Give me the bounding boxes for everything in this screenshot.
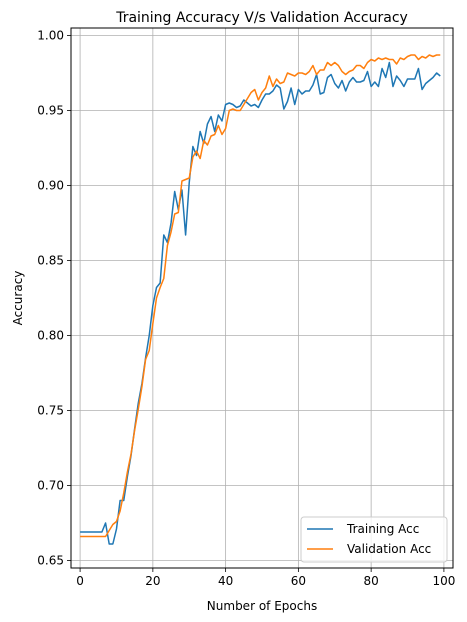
y-tick-label: 0.90 [37, 179, 64, 193]
x-tick-label: 100 [432, 574, 455, 588]
y-tick-label: 0.85 [37, 254, 64, 268]
x-axis-label: Number of Epochs [207, 599, 317, 613]
x-tick-label: 20 [145, 574, 160, 588]
series-layer [80, 54, 441, 545]
legend-box [300, 516, 448, 563]
grid-layer [71, 28, 453, 568]
y-tick-label: 0.75 [37, 404, 64, 418]
legend: Training Acc Validation Acc [300, 516, 448, 563]
x-tick-label: 0 [76, 574, 84, 588]
x-tick-label: 80 [364, 574, 379, 588]
y-tick-label: 0.80 [37, 329, 64, 343]
legend-label-validation: Validation Acc [347, 542, 431, 556]
y-tick-label: 0.65 [37, 554, 64, 568]
y-tick-label: 1.00 [37, 29, 64, 43]
legend-label-training: Training Acc [346, 522, 419, 536]
tick-layer: 0 20 40 60 80 100 0.65 0.70 0.75 0.80 0.85 0.90 0.95… [37, 29, 455, 589]
validation-acc-line [80, 54, 441, 538]
plot-frame [70, 27, 454, 569]
y-tick-label: 0.95 [37, 104, 64, 118]
y-axis-label: Accuracy [11, 271, 25, 326]
x-tick-label: 40 [218, 574, 233, 588]
y-tick-label: 0.70 [37, 479, 64, 493]
x-tick-label: 60 [291, 574, 306, 588]
chart-title: Training Accuracy V/s Validation Accurac… [115, 10, 408, 26]
